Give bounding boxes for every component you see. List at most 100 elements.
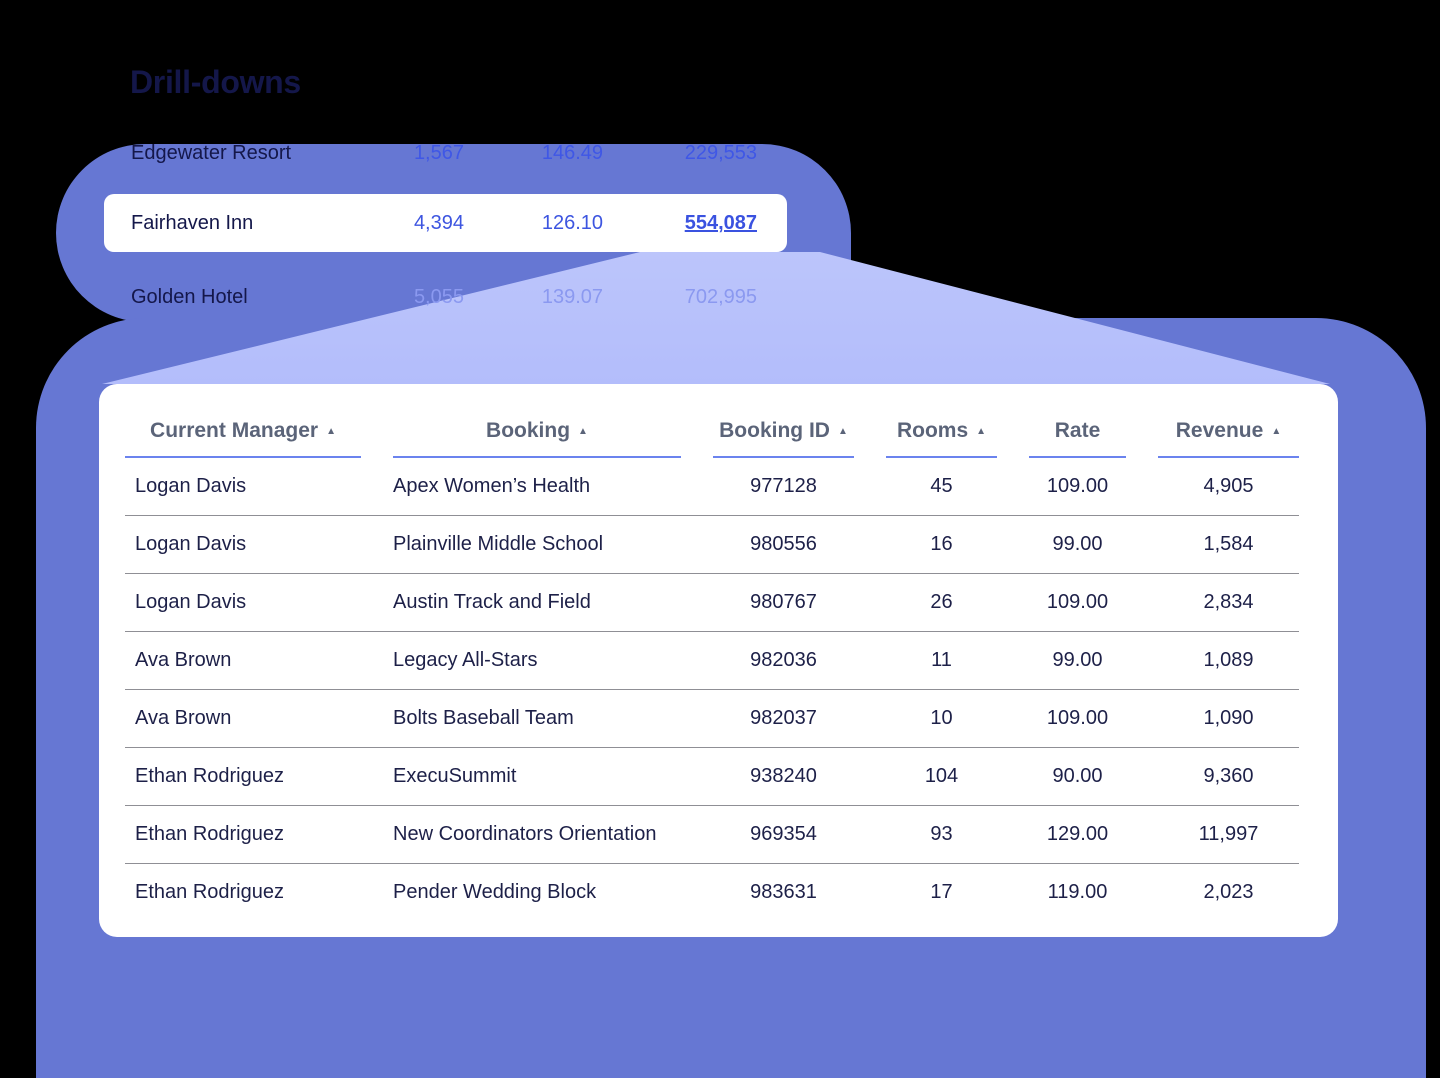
revenue-cell: 9,360 bbox=[1158, 748, 1299, 806]
booking-id-cell: 982037 bbox=[713, 690, 854, 748]
column-header-current-manager[interactable]: Current Manager ▲ bbox=[125, 406, 361, 458]
booking-name-cell: Apex Women’s Health bbox=[393, 458, 681, 516]
rooms-cell: 10 bbox=[886, 690, 997, 748]
column-header-rooms[interactable]: Rooms ▲ bbox=[886, 406, 997, 458]
hotel-name: Edgewater Resort bbox=[131, 141, 292, 164]
table-row[interactable]: Logan Davis Plainville Middle School 98055… bbox=[125, 516, 1299, 574]
booking-id-cell: 938240 bbox=[713, 748, 854, 806]
cell-spacer bbox=[854, 748, 886, 806]
table-row[interactable]: Ethan Rodriguez New Coordinators Orientat… bbox=[125, 806, 1299, 864]
sort-asc-icon[interactable]: ▲ bbox=[837, 425, 848, 437]
cell-spacer bbox=[854, 574, 886, 632]
cell-spacer bbox=[1126, 806, 1158, 864]
sort-asc-icon[interactable]: ▲ bbox=[1271, 425, 1282, 437]
cell-spacer bbox=[681, 574, 713, 632]
table-row[interactable]: Ethan Rodriguez ExecuSummit 938240 104 90.00… bbox=[125, 748, 1299, 806]
cell-spacer bbox=[681, 864, 713, 921]
cell-spacer bbox=[361, 806, 393, 864]
manager-cell: Ethan Rodriguez bbox=[135, 881, 284, 903]
manager-cell: Logan Davis bbox=[125, 458, 361, 516]
hotel-name: Fairhaven Inn bbox=[131, 211, 254, 234]
cell-spacer bbox=[997, 516, 1029, 574]
column-header-rate[interactable]: Rate bbox=[1029, 406, 1126, 458]
cell-spacer bbox=[854, 632, 886, 690]
booking-id-cell: 982036 bbox=[713, 632, 854, 690]
revenue-drilldown-link[interactable]: 554,087 bbox=[684, 211, 757, 234]
sort-asc-icon[interactable]: ▲ bbox=[326, 425, 336, 437]
table-row[interactable]: Ava Brown Legacy All-Stars 982036 11 99.00 1,… bbox=[125, 632, 1299, 690]
sort-asc-icon[interactable]: ▲ bbox=[976, 425, 987, 437]
table-row[interactable]: Ethan Rodriguez Pender Wedding Block 98363… bbox=[125, 864, 1299, 921]
booking-name-cell: Austin Track and Field bbox=[393, 574, 681, 632]
rate-value: 126.10 bbox=[541, 211, 603, 234]
table-row[interactable]: Logan Davis Austin Track and Field 980767 2… bbox=[125, 574, 1299, 632]
rate-cell: 90.00 bbox=[1029, 748, 1126, 806]
hotel-name: Golden Hotel bbox=[131, 285, 248, 308]
cell-spacer bbox=[361, 574, 393, 632]
cell-spacer bbox=[681, 458, 713, 516]
cell-spacer bbox=[361, 690, 393, 748]
revenue-value: 702,995 bbox=[684, 285, 757, 308]
cell-spacer bbox=[997, 806, 1029, 864]
cell-spacer bbox=[1126, 690, 1158, 748]
rooms-value: 1,567 bbox=[413, 141, 464, 164]
cell-spacer bbox=[997, 632, 1029, 690]
rate-cell: 99.00 bbox=[1029, 632, 1126, 690]
cell-spacer bbox=[681, 690, 713, 748]
cell-spacer bbox=[1126, 458, 1158, 516]
revenue-cell: 1,089 bbox=[1158, 632, 1299, 690]
booking-id-cell: 980767 bbox=[713, 574, 854, 632]
column-header-booking[interactable]: Booking ▲ bbox=[393, 406, 681, 458]
cell-spacer bbox=[997, 748, 1029, 806]
rooms-value: 4,394 bbox=[413, 211, 464, 234]
cell-spacer bbox=[361, 864, 393, 921]
cell-spacer bbox=[361, 516, 393, 574]
manager-cell: Ava Brown bbox=[125, 632, 361, 690]
rooms-cell: 11 bbox=[886, 632, 997, 690]
cell-spacer bbox=[997, 574, 1029, 632]
booking-id-cell: 980556 bbox=[713, 516, 854, 574]
column-header-revenue[interactable]: Revenue ▲ bbox=[1158, 406, 1299, 458]
cell-spacer bbox=[361, 458, 393, 516]
rate-cell: 99.00 bbox=[1029, 516, 1126, 574]
bookings-table: Current Manager ▲ Booking ▲ Booking ID ▲ Ro… bbox=[125, 406, 1299, 921]
manager-cell: Ethan Rodriguez bbox=[125, 748, 361, 806]
cell-spacer bbox=[854, 690, 886, 748]
summary-row-edgewater[interactable]: Edgewater Resort 1,567 146.49 229,553 bbox=[104, 124, 787, 182]
table-row[interactable]: Logan Davis Apex Women’s Health 977128 45 10… bbox=[125, 458, 1299, 516]
cell-spacer bbox=[854, 516, 886, 574]
summary-row-fairhaven[interactable]: Fairhaven Inn 4,394 126.10 554,087 bbox=[104, 194, 787, 252]
booking-name-cell: Plainville Middle School bbox=[393, 516, 681, 574]
revenue-cell: 2,834 bbox=[1158, 574, 1299, 632]
rate-cell: 109.00 bbox=[1029, 690, 1126, 748]
cell-spacer bbox=[1126, 574, 1158, 632]
column-header-booking-id[interactable]: Booking ID ▲ bbox=[713, 406, 854, 458]
cell-spacer bbox=[854, 806, 886, 864]
cell-spacer bbox=[854, 458, 886, 516]
table-row[interactable]: Ava Brown Bolts Baseball Team 982037 10 109.… bbox=[125, 690, 1299, 748]
cell-spacer bbox=[1126, 748, 1158, 806]
revenue-cell: 11,997 bbox=[1158, 806, 1299, 864]
manager-cell: Logan Davis bbox=[125, 574, 361, 632]
cell-spacer bbox=[997, 690, 1029, 748]
revenue-cell: 1,584 bbox=[1158, 516, 1299, 574]
cell-spacer bbox=[361, 632, 393, 690]
rooms-cell: 26 bbox=[886, 574, 997, 632]
booking-name-cell: Bolts Baseball Team bbox=[393, 690, 681, 748]
rate-cell: 109.00 bbox=[1029, 458, 1126, 516]
booking-name-cell: ExecuSummit bbox=[393, 748, 681, 806]
rate-value: 139.07 bbox=[541, 285, 603, 308]
rooms-cell: 16 bbox=[886, 516, 997, 574]
cell-spacer bbox=[681, 632, 713, 690]
rate-cell: 109.00 bbox=[1029, 574, 1126, 632]
cell-spacer bbox=[1126, 632, 1158, 690]
drilldown-table-card: Current Manager ▲ Booking ▲ Booking ID ▲ Ro… bbox=[99, 384, 1338, 937]
summary-row-golden[interactable]: Golden Hotel 5,055 139.07 702,995 bbox=[104, 268, 787, 326]
booking-name-cell: Pender Wedding Block bbox=[393, 881, 597, 903]
sort-asc-icon[interactable]: ▲ bbox=[578, 425, 588, 437]
revenue-cell: 4,905 bbox=[1158, 458, 1299, 516]
rooms-cell: 104 bbox=[886, 748, 997, 806]
rooms-value: 5,055 bbox=[413, 285, 464, 308]
cell-spacer bbox=[1126, 516, 1158, 574]
cell-spacer bbox=[997, 864, 1029, 921]
